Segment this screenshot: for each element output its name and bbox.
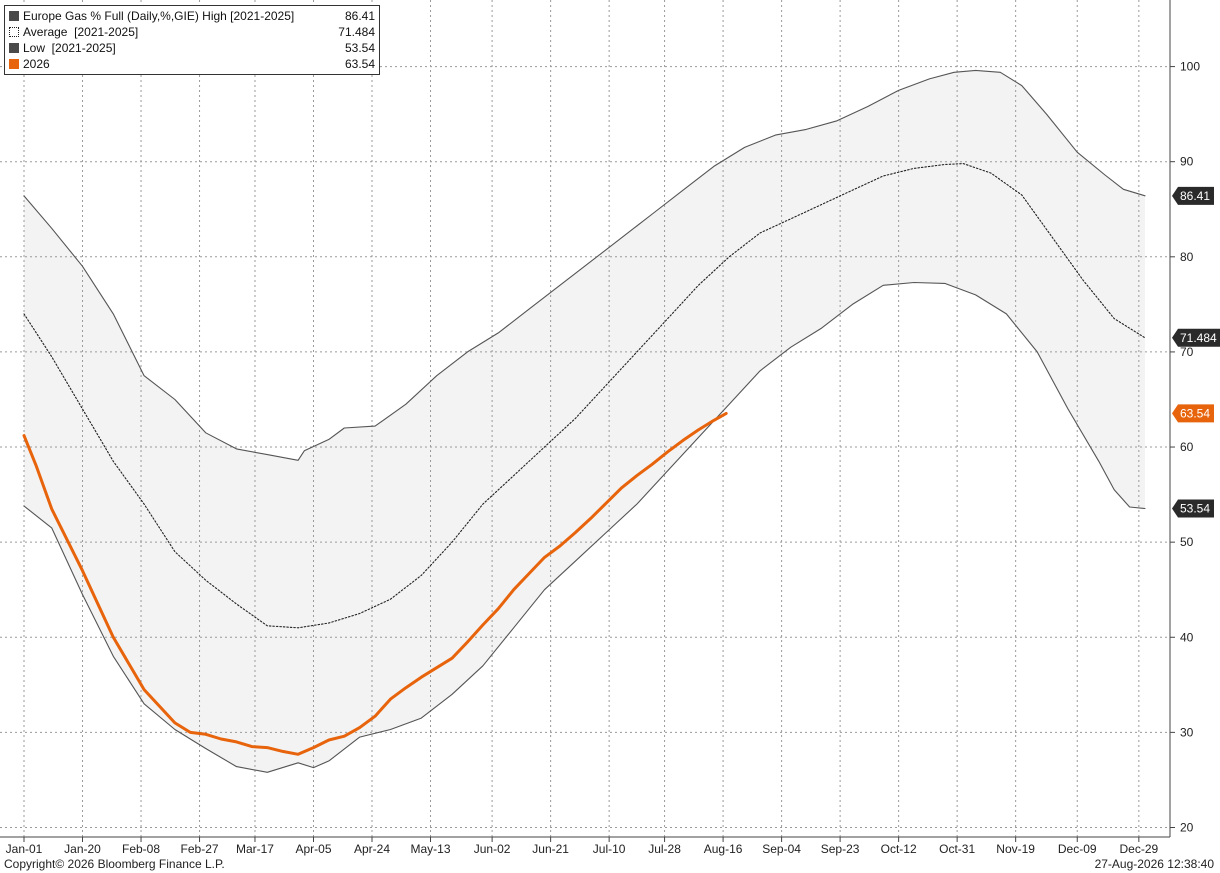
last-value-tag-high — [1172, 186, 1214, 205]
legend-entry-low: Low [2021-2025] 53.54 — [9, 40, 375, 56]
y-tick-label: 30 — [1180, 725, 1194, 739]
legend-label: 2026 — [23, 57, 50, 71]
x-tick-label: Feb-27 — [181, 842, 219, 856]
legend-entry-average: Average [2021-2025] 71.484 — [9, 24, 375, 40]
legend-swatch — [9, 43, 19, 53]
legend-swatch — [9, 27, 19, 37]
legend-value: 71.484 — [338, 25, 375, 39]
last-value-label-average: 71.484 — [1180, 331, 1217, 345]
y-tick-label: 70 — [1180, 345, 1194, 359]
legend-swatch — [9, 11, 19, 21]
last-value-label-low: 53.54 — [1180, 501, 1210, 515]
y-tick-label: 20 — [1180, 820, 1194, 834]
x-tick-label: Mar-17 — [236, 842, 274, 856]
y-tick-label: 90 — [1180, 155, 1194, 169]
series-line-high — [23, 69, 1146, 461]
legend-value: 86.41 — [344, 9, 375, 23]
x-tick-label: Jul-10 — [593, 842, 626, 856]
y-tick-label: 50 — [1180, 535, 1194, 549]
x-tick-label: Jul-28 — [648, 842, 681, 856]
legend-value: 63.54 — [344, 57, 375, 71]
series-group — [22, 69, 1146, 773]
y-tick-label: 100 — [1180, 60, 1200, 74]
x-tick-label: Jun-21 — [532, 842, 569, 856]
x-tick-label: Feb-08 — [122, 842, 160, 856]
x-tick-label: Oct-31 — [939, 842, 975, 856]
legend-entry-high: Europe Gas % Full (Daily,%,GIE) High [20… — [9, 8, 375, 24]
x-tick-label: May-13 — [411, 842, 451, 856]
x-tick-label: Jun-02 — [474, 842, 511, 856]
legend-label: Low [2021-2025] — [23, 41, 116, 55]
range-band — [24, 70, 1145, 773]
x-tick-label: Oct-12 — [881, 842, 917, 856]
series-line-low — [23, 281, 1146, 773]
copyright-text: Copyright© 2026 Bloomberg Finance L.P. — [4, 857, 225, 871]
x-tick-label: Nov-19 — [996, 842, 1035, 856]
legend-label: Average [2021-2025] — [23, 25, 139, 39]
x-tick-label: Apr-24 — [354, 842, 390, 856]
y-tick-label: 40 — [1180, 630, 1194, 644]
legend-value: 53.54 — [344, 41, 375, 55]
x-tick-label: Aug-16 — [704, 842, 743, 856]
x-tick-label: Sep-23 — [821, 842, 860, 856]
legend: Europe Gas % Full (Daily,%,GIE) High [20… — [4, 5, 380, 75]
last-value-label-s2026: 63.54 — [1180, 406, 1210, 420]
timestamp-text: 27-Aug-2026 12:38:40 — [1094, 857, 1214, 871]
x-tick-label: Sep-04 — [762, 842, 801, 856]
legend-label: Europe Gas % Full (Daily,%,GIE) High [20… — [23, 9, 295, 23]
x-tick-label: Dec-29 — [1119, 842, 1158, 856]
last-value-tag-low — [1172, 499, 1214, 518]
last-value-label-high: 86.41 — [1180, 189, 1210, 203]
y-tick-label: 60 — [1180, 440, 1194, 454]
last-value-tag-average — [1172, 328, 1220, 347]
last-value-tag-s2026 — [1172, 404, 1214, 423]
y-tick-label: 80 — [1180, 250, 1194, 264]
x-tick-label: Dec-09 — [1058, 842, 1097, 856]
legend-swatch — [9, 59, 19, 69]
x-tick-label: Apr-05 — [295, 842, 331, 856]
x-tick-label: Jan-01 — [6, 842, 43, 856]
range-band-fill — [24, 70, 1145, 773]
series-line-s2026 — [22, 411, 728, 756]
x-tick-label: Jan-20 — [64, 842, 101, 856]
series-line-average — [23, 163, 1146, 629]
legend-entry-s2026: 2026 63.54 — [9, 56, 375, 72]
